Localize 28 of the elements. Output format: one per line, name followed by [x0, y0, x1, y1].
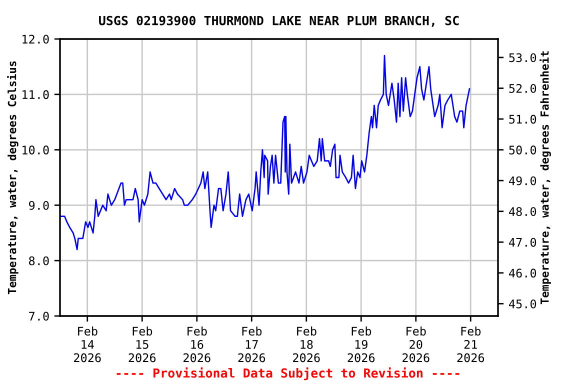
y2-tick-label: 50.0 [509, 146, 536, 154]
x-tick-label: Feb 20 2026 [402, 326, 430, 362]
x-tick-label: Feb 14 2026 [74, 326, 101, 362]
x-tick-label: Feb 17 2026 [238, 326, 266, 362]
y-tick-label: 11.0 [22, 90, 49, 100]
y2-tick-label: 48.0 [509, 207, 536, 216]
text: ---- Provisional Data Subject to Revision ---- [116, 367, 460, 380]
y-tick-label: 7.0 [29, 312, 49, 321]
y2-tick-label: 53.0 [509, 53, 536, 62]
x-tick-label: Feb 19 2026 [348, 326, 375, 362]
y-tick-label: 9.0 [28, 200, 49, 210]
x-tick-label: Feb 18 2026 [293, 326, 320, 362]
y2-tick-label: 46.0 [509, 268, 536, 278]
y2-tick-label: 49.0 [509, 176, 536, 186]
y2-axis-title: Temperature, water, degrees Fahrenheit [540, 51, 551, 304]
y-tick-label: 12.0 [22, 34, 49, 44]
chart-title: USGS 02193900 THURMOND LAKE NEAR PLUM BRANCH, SC [99, 16, 459, 27]
x-tick-label: Feb 16 2026 [184, 326, 210, 362]
y2-tick-label: 51.0 [509, 114, 536, 124]
line-series [60, 54, 470, 250]
y-axis-title: Temperature, water, degrees Celsius [7, 61, 18, 294]
y-tick-label: 8.0 [29, 256, 49, 266]
y2-tick-label: 52.0 [509, 84, 536, 93]
x-tick-label: Feb 15 2026 [128, 326, 156, 362]
y-tick-label: 10.0 [22, 146, 49, 154]
y2-tick-label: 47.0 [509, 238, 536, 247]
y2-tick-label: 45.0 [509, 299, 536, 308]
x-tick-label: Feb 21 2026 [457, 326, 484, 362]
